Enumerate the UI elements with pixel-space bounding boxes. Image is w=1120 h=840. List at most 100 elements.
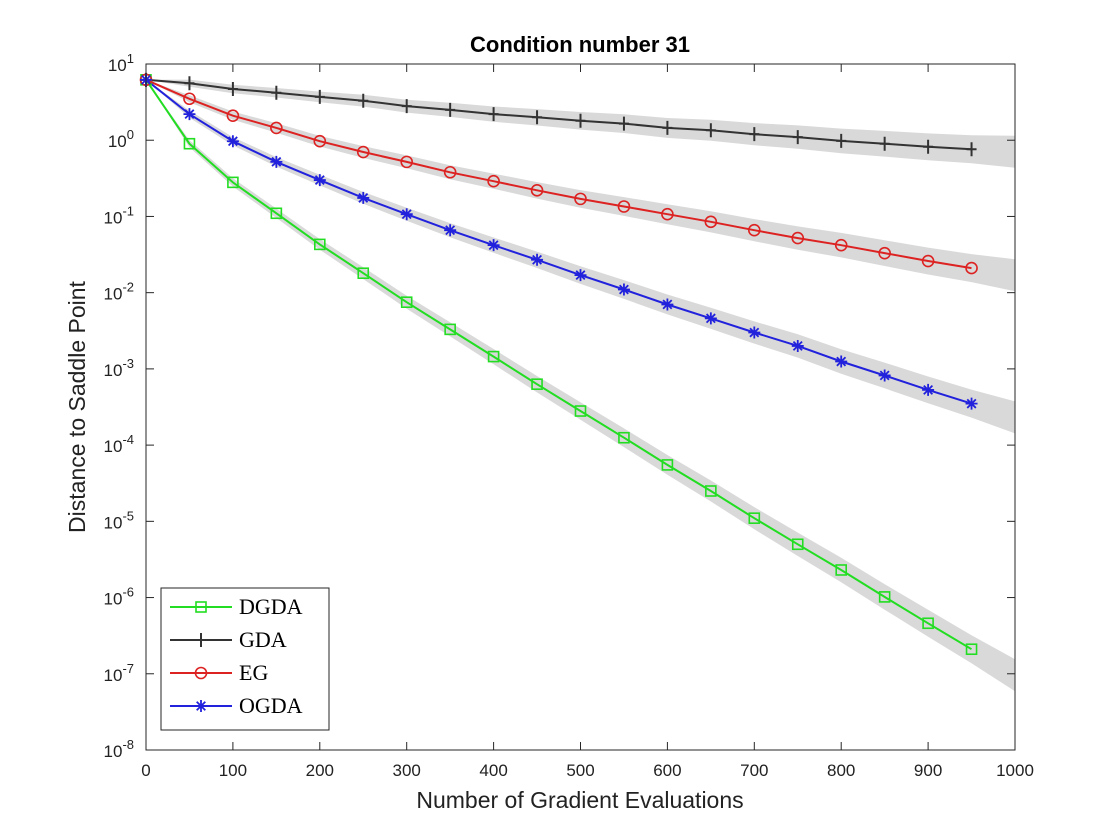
y-tick-label: 100	[108, 127, 134, 151]
data-point	[227, 176, 239, 189]
data-point	[878, 246, 891, 260]
data-point	[704, 215, 718, 229]
data-point	[791, 231, 805, 245]
data-point	[574, 405, 587, 417]
data-point	[532, 110, 543, 125]
x-tick-label: 500	[566, 761, 594, 780]
data-point	[357, 267, 370, 280]
data-point	[662, 120, 673, 135]
data-point	[314, 89, 325, 104]
data-point	[227, 81, 238, 96]
data-point	[184, 76, 195, 91]
series-line-eg	[145, 78, 972, 270]
data-point	[400, 296, 413, 308]
x-tick-label: 1000	[996, 761, 1034, 780]
data-point	[878, 591, 891, 603]
data-point	[183, 92, 196, 106]
data-point	[661, 298, 674, 311]
y-axis-label: Distance to Saddle Point	[64, 280, 90, 532]
data-point	[195, 601, 207, 613]
data-point	[530, 184, 544, 197]
legend-label-ogda: OGDA	[239, 693, 303, 718]
data-point	[271, 85, 282, 100]
legend: DGDA GDA EG OGDA	[160, 587, 330, 731]
data-point	[617, 200, 631, 213]
data-point	[661, 207, 674, 221]
y-tick-label: 101	[108, 51, 134, 75]
data-point	[791, 339, 804, 352]
data-point	[835, 355, 848, 368]
y-tick-label: 10-3	[104, 356, 134, 380]
data-point	[531, 378, 543, 390]
data-point	[791, 538, 804, 551]
series-line-gda	[145, 78, 972, 151]
data-point	[618, 116, 629, 131]
axis-ticks: 0 100 200 300 400 500 600 700 800 900 1000 10-8 10-7…	[104, 51, 1034, 780]
x-tick-label: 400	[479, 761, 507, 780]
x-tick-label: 0	[141, 761, 150, 780]
data-point	[443, 165, 457, 179]
y-tick-label: 10-2	[104, 280, 134, 304]
data-point	[922, 383, 935, 396]
series-lines	[145, 78, 973, 651]
x-tick-label: 200	[306, 761, 334, 780]
y-tick-label: 10-7	[104, 661, 134, 685]
legend-label-gda: GDA	[239, 627, 287, 652]
data-point	[226, 135, 239, 148]
data-point	[358, 93, 369, 108]
data-point	[922, 617, 934, 630]
data-point	[835, 564, 848, 576]
data-point	[196, 633, 206, 647]
data-point	[836, 133, 847, 148]
series-line-ogda	[145, 79, 972, 405]
data-point	[487, 239, 500, 252]
y-tick-label: 10-5	[104, 508, 134, 532]
data-point	[531, 253, 544, 266]
chart-title: Condition number 31	[470, 32, 690, 57]
data-point	[401, 99, 412, 114]
data-point	[400, 155, 414, 169]
data-point	[965, 643, 978, 656]
data-point	[445, 102, 456, 117]
data-point	[183, 137, 196, 150]
data-point	[661, 459, 674, 471]
data-point	[313, 238, 326, 251]
data-point	[617, 283, 630, 296]
data-point	[487, 350, 500, 363]
legend-label-eg: EG	[239, 660, 268, 685]
data-point	[488, 107, 499, 122]
data-point	[194, 666, 208, 680]
data-point	[313, 174, 326, 187]
data-point	[270, 121, 283, 135]
y-tick-label: 10-8	[104, 737, 134, 761]
data-point	[748, 512, 761, 524]
data-point	[487, 174, 500, 188]
data-point	[618, 431, 630, 444]
data-point	[444, 224, 457, 237]
data-point	[749, 127, 760, 142]
data-point	[747, 223, 761, 237]
data-point	[966, 142, 977, 157]
data-point	[183, 108, 196, 121]
data-point	[704, 312, 717, 325]
data-point	[195, 700, 207, 712]
data-point	[965, 261, 978, 275]
series-line-dgda	[145, 79, 973, 651]
data-point	[923, 139, 934, 154]
data-point	[965, 397, 978, 410]
data-point	[357, 191, 370, 204]
data-point	[792, 130, 803, 145]
data-point	[705, 123, 716, 138]
data-point	[444, 323, 456, 336]
y-tick-label: 10-1	[104, 203, 134, 227]
data-point	[834, 238, 848, 252]
data-point	[879, 136, 890, 151]
data-point	[921, 254, 935, 268]
data-point	[356, 145, 370, 159]
data-point	[400, 208, 413, 221]
confidence-band-dgda	[146, 79, 1015, 692]
legend-label-dgda: DGDA	[239, 594, 303, 619]
data-point	[705, 485, 717, 497]
